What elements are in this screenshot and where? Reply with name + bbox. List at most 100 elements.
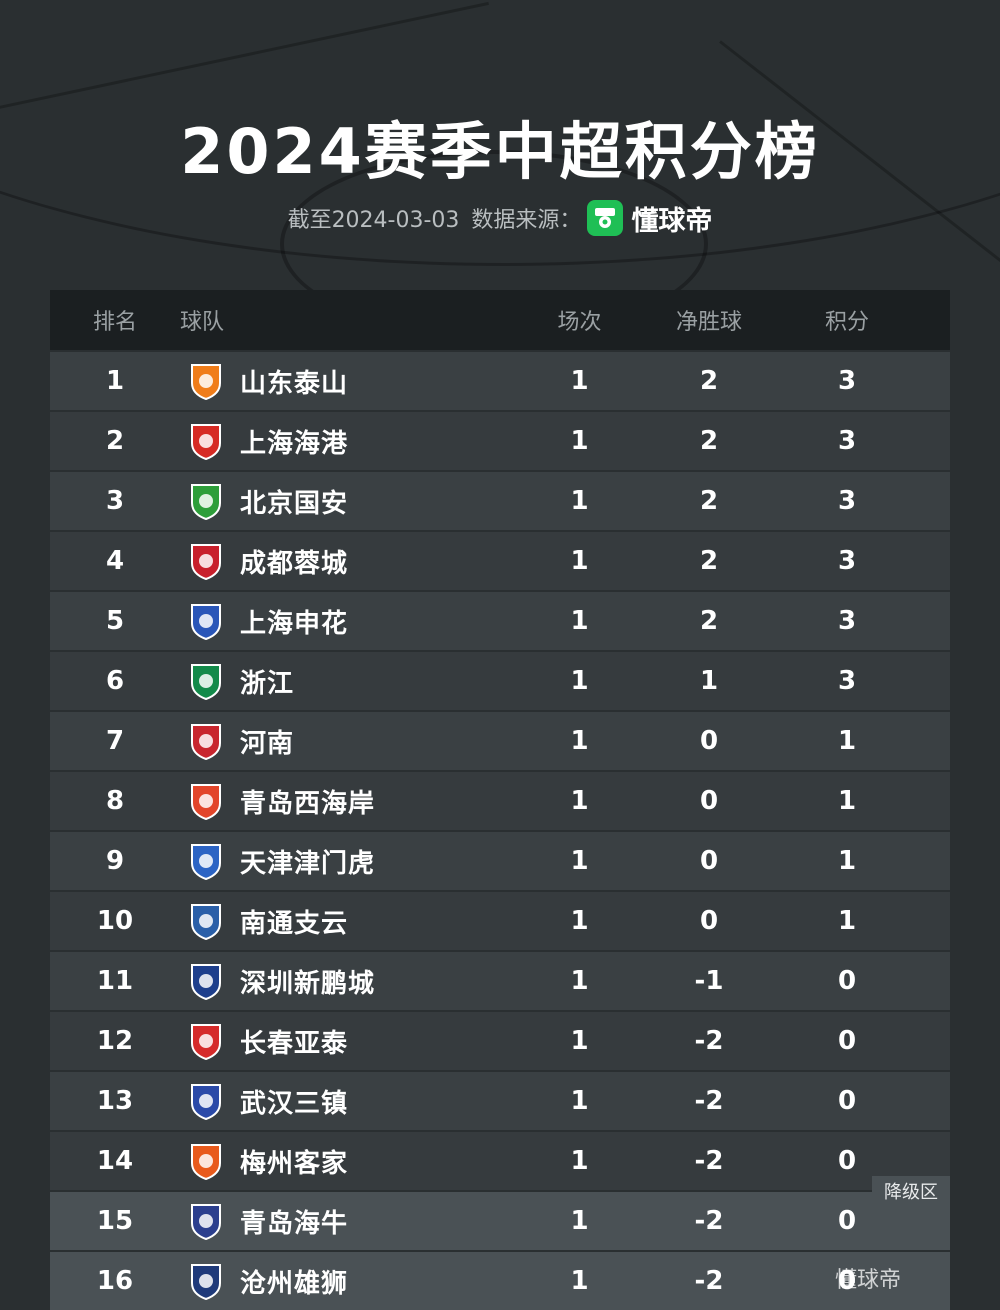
- team-crest-icon: [191, 1024, 221, 1061]
- team-name: 山东泰山: [240, 368, 349, 399]
- team-name: 深圳新鹏城: [240, 968, 376, 999]
- table-header: 排名 球队 场次 净胜球 积分: [50, 290, 950, 350]
- table-row[interactable]: 6 浙江 1 1 3: [50, 652, 950, 710]
- table-row[interactable]: 12 长春亚泰 1 -2 0: [50, 1012, 950, 1070]
- goal-diff-cell: -1: [694, 966, 724, 996]
- rank-cell: 8: [105, 786, 125, 816]
- team-name: 青岛海牛: [240, 1208, 349, 1239]
- played-cell: 1: [570, 786, 589, 816]
- team-crest-icon: [191, 1084, 221, 1121]
- team-cell: 武汉三镇: [180, 1081, 550, 1121]
- team-crest-icon: [191, 904, 221, 941]
- team-cell: 天津津门虎: [180, 841, 550, 881]
- points-cell: 0: [837, 966, 857, 996]
- team-cell: 南通支云: [180, 901, 550, 941]
- played-cell: 1: [570, 486, 589, 516]
- team-name: 河南: [240, 728, 295, 759]
- goal-diff-cell: 2: [699, 366, 719, 396]
- team-cell: 成都蓉城: [180, 541, 550, 581]
- goal-diff-cell: -2: [694, 1206, 724, 1236]
- played-cell: 1: [570, 606, 589, 636]
- team-crest-icon: [191, 844, 221, 881]
- team-name: 成都蓉城: [240, 548, 349, 579]
- table-row[interactable]: 10 南通支云 1 0 1: [50, 892, 950, 950]
- rank-cell: 3: [105, 486, 125, 516]
- table-row[interactable]: 11 深圳新鹏城 1 -1 0: [50, 952, 950, 1010]
- points-cell: 3: [837, 366, 857, 396]
- rank-cell: 6: [105, 666, 125, 696]
- rank-cell: 2: [105, 426, 125, 456]
- goal-diff-cell: 0: [699, 786, 719, 816]
- team-cell: 北京国安: [180, 481, 550, 521]
- team-name: 北京国安: [240, 488, 349, 519]
- rank-cell: 12: [96, 1026, 134, 1056]
- points-cell: 0: [837, 1206, 857, 1236]
- page-title: 2024赛季中超积分榜: [180, 115, 820, 188]
- goal-diff-cell: 2: [699, 486, 719, 516]
- table-row[interactable]: 7 河南 1 0 1: [50, 712, 950, 770]
- played-cell: 1: [570, 906, 589, 936]
- header-played: 场次: [557, 310, 602, 335]
- played-cell: 1: [570, 366, 589, 396]
- team-cell: 长春亚泰: [180, 1021, 550, 1061]
- team-crest-icon: [191, 1264, 221, 1301]
- table-row[interactable]: 9 天津津门虎 1 0 1: [50, 832, 950, 890]
- table-row[interactable]: 8 青岛西海岸 1 0 1: [50, 772, 950, 830]
- team-cell: 梅州客家: [180, 1141, 550, 1181]
- rank-cell: 16: [96, 1266, 134, 1296]
- points-cell: 1: [837, 786, 857, 816]
- team-name: 沧州雄狮: [240, 1268, 349, 1299]
- rank-cell: 9: [105, 846, 125, 876]
- team-name: 青岛西海岸: [240, 788, 376, 819]
- points-cell: 3: [837, 606, 857, 636]
- standings-table: 排名 球队 场次 净胜球 积分 1 山东泰山 1 2 3 2 上海海港 1 2 3 3 北京国安 1 2 3…: [50, 290, 950, 1310]
- played-cell: 1: [570, 1086, 589, 1116]
- team-cell: 青岛西海岸: [180, 781, 550, 821]
- table-row[interactable]: 13 武汉三镇 1 -2 0: [50, 1072, 950, 1130]
- table-row[interactable]: 2 上海海港 1 2 3: [50, 412, 950, 470]
- goal-diff-cell: -2: [694, 1266, 724, 1296]
- team-cell: 山东泰山: [180, 361, 550, 401]
- points-cell: 3: [837, 546, 857, 576]
- date-label: 截至2024-03-03: [287, 208, 460, 233]
- table-row[interactable]: 1 山东泰山 1 2 3: [50, 352, 950, 410]
- goal-diff-cell: 0: [699, 906, 719, 936]
- goal-diff-cell: 2: [699, 546, 719, 576]
- rank-cell: 10: [96, 906, 134, 936]
- team-crest-icon: [191, 784, 221, 821]
- points-cell: 1: [837, 846, 857, 876]
- points-cell: 0: [837, 1266, 857, 1296]
- team-name: 天津津门虎: [240, 848, 376, 879]
- goal-diff-cell: 2: [699, 606, 719, 636]
- points-cell: 1: [837, 726, 857, 756]
- played-cell: 1: [570, 666, 589, 696]
- played-cell: 1: [570, 1266, 589, 1296]
- team-cell: 深圳新鹏城: [180, 961, 550, 1001]
- watermark: 懂球帝: [835, 1268, 902, 1293]
- rank-cell: 15: [96, 1206, 134, 1236]
- played-cell: 1: [570, 426, 589, 456]
- team-crest-icon: [191, 484, 221, 521]
- table-row[interactable]: 4 成都蓉城 1 2 3: [50, 532, 950, 590]
- points-cell: 3: [837, 426, 857, 456]
- team-cell: 河南: [180, 721, 550, 761]
- played-cell: 1: [570, 846, 589, 876]
- played-cell: 1: [570, 1206, 589, 1236]
- rank-cell: 7: [105, 726, 125, 756]
- table-row[interactable]: 3 北京国安 1 2 3: [50, 472, 950, 530]
- table-row[interactable]: 15 青岛海牛 1 -2 0: [50, 1192, 950, 1250]
- table-row[interactable]: 5 上海申花 1 2 3: [50, 592, 950, 650]
- table-row[interactable]: 14 梅州客家 1 -2 0: [50, 1132, 950, 1190]
- relegation-zone-tag: 降级区: [872, 1176, 950, 1206]
- table-body: 1 山东泰山 1 2 3 2 上海海港 1 2 3 3 北京国安 1 2 3 4 成都蓉城 1 2 3 5 上海申花 1 2 3…: [50, 352, 950, 1310]
- team-cell: 浙江: [180, 661, 550, 701]
- team-cell: 上海海港: [180, 421, 550, 461]
- team-cell: 青岛海牛: [180, 1201, 550, 1241]
- rank-cell: 4: [105, 546, 125, 576]
- table-row[interactable]: 16 沧州雄狮 1 -2 0: [50, 1252, 950, 1310]
- played-cell: 1: [570, 1146, 589, 1176]
- background-line: [0, 1, 489, 113]
- team-crest-icon: [191, 724, 221, 761]
- header-goal-diff: 净胜球: [675, 310, 742, 335]
- goal-diff-cell: 2: [699, 426, 719, 456]
